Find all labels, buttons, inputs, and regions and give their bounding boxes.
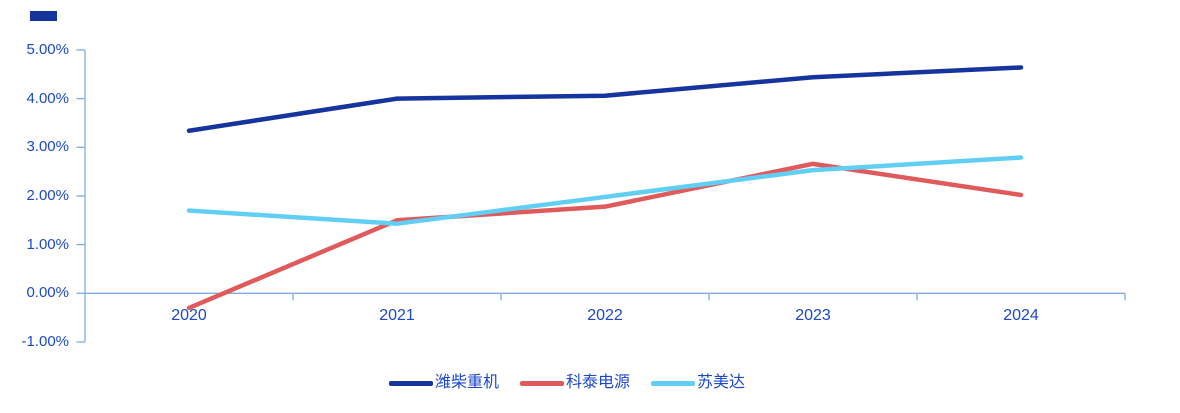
y-axis-tick-label: 1.00% [26,235,69,253]
legend-label: 潍柴重机 [435,374,500,391]
y-axis-tick-label: 4.00% [26,89,69,107]
legend-line-swatch [389,380,433,386]
y-axis-tick-label: -1.00% [21,332,69,350]
legend-item: 潍柴重机 [389,373,499,393]
chart-legend: 潍柴重机 科泰电源 苏美达 [389,373,745,393]
y-axis-tick-label: 0.00% [26,284,69,302]
x-axis-year-label: 2024 [1003,307,1039,324]
legend-item: 苏美达 [651,373,745,393]
x-axis-year-label: 2023 [795,307,831,324]
y-axis-tick-label: 5.00% [26,40,69,58]
x-axis-year-label: 2022 [587,307,623,324]
legend-line-swatch [520,380,565,386]
series-line [186,161,1024,311]
series-line [186,65,1024,133]
legend-label: 苏美达 [697,374,746,391]
y-axis-tick-label: 3.00% [26,138,69,156]
legend-label: 科泰电源 [566,374,631,391]
y-axis-tick-label: 2.00% [26,186,69,204]
legend-line-swatch [651,380,696,386]
x-axis-year-label: 2021 [379,307,415,324]
series-line [186,155,1024,226]
legend-item: 科泰电源 [520,373,630,393]
title-marker [30,11,57,21]
x-axis-year-label: 2020 [171,307,207,324]
